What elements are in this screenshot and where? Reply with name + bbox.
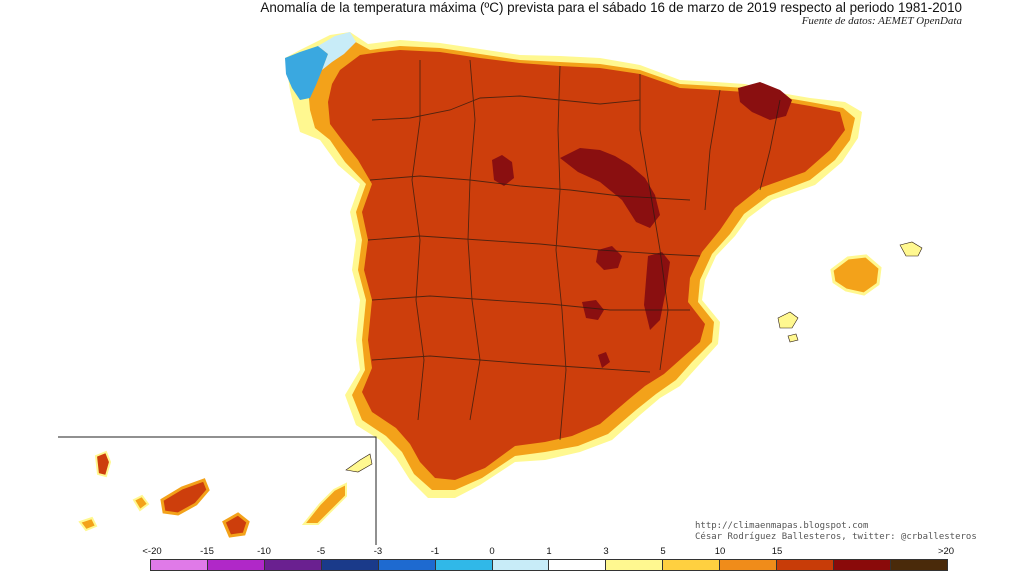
legend-swatch [834, 560, 891, 570]
legend-swatch [207, 560, 265, 570]
legend-color-bar [150, 559, 948, 571]
legend-swatch [264, 560, 322, 570]
legend-swatch [321, 560, 379, 570]
legend-tick-label: -10 [257, 546, 271, 557]
credits-author: César Rodríguez Ballesteros, twitter: @c… [695, 532, 977, 542]
inset-frame [58, 436, 377, 545]
formentera [787, 333, 799, 343]
legend-tick-label: 3 [603, 546, 609, 557]
legend-swatch [151, 560, 208, 570]
patch-south [582, 300, 604, 320]
legend-swatch [606, 560, 664, 570]
mallorca [830, 254, 882, 296]
galicia-cool-zone [285, 32, 356, 100]
credits-blog-url: http://climaenmapas.blogspot.com [695, 521, 869, 531]
legend-tick-label: -15 [200, 546, 214, 557]
pyrenees-patch [738, 82, 792, 120]
legend-swatch [777, 560, 835, 570]
anomaly-map [58, 32, 923, 545]
galicia-light [318, 32, 356, 70]
legend-tick-label: 1 [546, 546, 552, 557]
iberian-system-patch [560, 148, 660, 228]
tenerife [160, 478, 210, 516]
fuerteventura [301, 482, 347, 525]
patch-south2 [598, 352, 610, 368]
legend-tick-label: 10 [714, 546, 726, 557]
legend-tick-label: 5 [660, 546, 666, 557]
peninsula [285, 32, 862, 498]
la-gomera [132, 494, 150, 512]
legend-swatch [492, 560, 550, 570]
galicia-blue [285, 46, 328, 100]
patch-center [596, 246, 622, 270]
legend-swatch [663, 560, 721, 570]
legend-tick-label: 15 [771, 546, 783, 557]
legend-swatch [435, 560, 493, 570]
legend-tick-label: -3 [373, 546, 383, 557]
balearic-islands [777, 241, 923, 343]
la-palma [94, 450, 112, 478]
lanzarote [345, 453, 373, 473]
peninsula-main-red [328, 50, 845, 480]
legend-tick-label: 0 [489, 546, 495, 557]
legend-swatch [549, 560, 607, 570]
gran-canaria [222, 512, 250, 538]
legend-tick-label: -5 [316, 546, 326, 557]
legend-tick-label: <-20 [142, 546, 162, 557]
patch-east [644, 252, 670, 330]
ibiza [777, 311, 799, 329]
patch-north [492, 155, 514, 186]
data-source-note: Fuente de datos: AEMET OpenData [801, 15, 962, 27]
legend-swatch [890, 560, 947, 570]
legend-swatch [378, 560, 436, 570]
region-borders [367, 59, 781, 441]
anomaly-max-patches [492, 82, 792, 368]
menorca [899, 241, 923, 257]
legend-tick-label: -1 [430, 546, 440, 557]
legend-swatch [720, 560, 778, 570]
map-title: Anomalía de la temperatura máxima (ºC) p… [260, 0, 962, 15]
credits: http://climaenmapas.blogspot.com César R… [695, 521, 977, 543]
legend-tick-label: >20 [937, 546, 955, 557]
el-hierro [78, 516, 98, 532]
legend-tick-labels: <-20 -15 -10 -5 -3 -1 0 1 3 5 10 15 >20 [0, 546, 1024, 558]
canary-inset [58, 436, 377, 545]
